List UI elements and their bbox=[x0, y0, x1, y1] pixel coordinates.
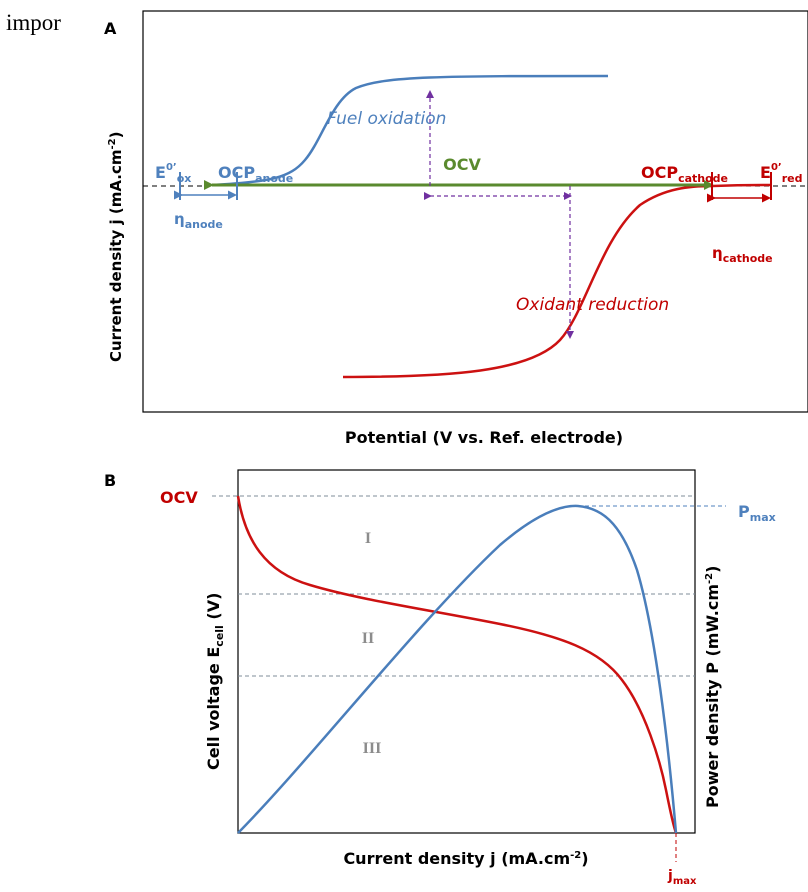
e0ox-label: E0’ox bbox=[155, 162, 191, 185]
panel-b-xlabel: Current density j (mA.cm-2) bbox=[343, 849, 588, 868]
panel-a-frame bbox=[142, 10, 808, 413]
oxidant-reduction-curve bbox=[342, 183, 771, 379]
panel-b-ylabel-right: Power density P (mW.cm-2) bbox=[703, 566, 722, 808]
panel-a-xlabel: Potential (V vs. Ref. electrode) bbox=[345, 428, 623, 447]
region-label-2: II bbox=[362, 630, 374, 647]
pmax-label: Pmax bbox=[738, 502, 776, 524]
ocp-cathode-label: OCPcathode bbox=[641, 163, 728, 185]
header-fragment: impor bbox=[6, 10, 61, 35]
power-curve bbox=[237, 504, 678, 834]
eta-cathode-label: ηcathode bbox=[712, 244, 773, 265]
panel-a-letter: A bbox=[104, 19, 117, 38]
panel-a-ylabel: Current density j (mA.cm-2) bbox=[107, 132, 125, 362]
fuel-oxidation-label: Fuel oxidation bbox=[327, 109, 446, 129]
oxidant-reduction-label: Oxidant reduction bbox=[516, 295, 669, 315]
panel-a: A OCV Fuel oxidation Oxidant reduction E… bbox=[104, 10, 808, 447]
ocp-anode-label: OCPanode bbox=[218, 163, 293, 185]
e0red-label: E0’red bbox=[760, 162, 802, 185]
polarization-curve bbox=[236, 495, 678, 834]
ocv-label-a: OCV bbox=[443, 155, 481, 174]
region-label-1: I bbox=[365, 530, 371, 547]
panel-b-frame bbox=[237, 469, 696, 834]
region-label-3: III bbox=[363, 740, 382, 757]
panel-b: B OCV Pmax jmax I II III Cell voltage Ec… bbox=[104, 469, 776, 887]
jmax-label: jmax bbox=[667, 868, 697, 887]
fuel-oxidation-curve bbox=[211, 74, 609, 187]
ocv-label-b: OCV bbox=[160, 488, 198, 507]
panel-b-letter: B bbox=[104, 471, 116, 490]
eta-anode-label: ηanode bbox=[174, 210, 223, 231]
panel-b-ylabel-left: Cell voltage Ecell (V) bbox=[204, 593, 226, 770]
